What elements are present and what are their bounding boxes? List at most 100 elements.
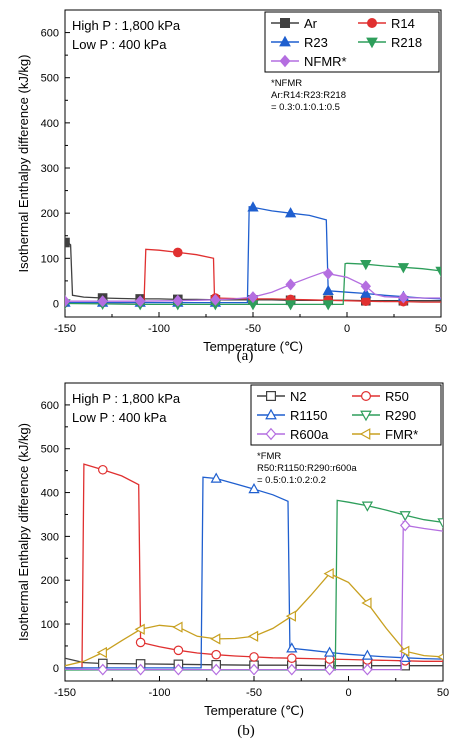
series-line (65, 206, 441, 304)
data-point (211, 649, 221, 660)
series-nfmr (65, 267, 441, 308)
data-point (210, 472, 222, 483)
data-point (285, 610, 296, 622)
y-tick-label: 300 (41, 531, 59, 543)
legend-label: R1150 (290, 408, 327, 423)
data-point (322, 300, 334, 311)
y-tick-label: 500 (41, 444, 59, 456)
data-point (97, 663, 109, 676)
data-point (360, 280, 372, 293)
legend-marker (265, 408, 277, 420)
x-axis-title: Temperature (℃) (204, 703, 304, 718)
y-tick-label: 0 (53, 663, 59, 675)
data-point (247, 201, 259, 212)
series-line (65, 499, 443, 671)
data-point (436, 653, 443, 661)
data-point (247, 291, 259, 304)
y-tick-label: 600 (41, 28, 59, 40)
legend: N2 R50 R1150 R290 R600a FMR* (250, 384, 442, 446)
series-line (65, 572, 443, 667)
data-point (284, 300, 297, 311)
data-point (399, 519, 411, 532)
data-point (437, 518, 443, 529)
y-tick-label: 200 (41, 575, 59, 587)
x-tick-label: -150 (54, 687, 76, 699)
composition-note: R50:R1150:R290:r600a (257, 463, 357, 474)
legend-marker (360, 410, 372, 422)
composition-note: *FMR (257, 451, 281, 462)
data-point (285, 278, 296, 291)
y-tick-label: 0 (53, 298, 59, 310)
legend-label: R14 (391, 16, 415, 31)
condition-text: Low P : 400 kPa (72, 410, 167, 425)
legend-marker (279, 35, 291, 47)
y-axis-title: Isothermal Enthalpy difference (kJ/kg) (16, 423, 31, 641)
data-point (360, 287, 372, 298)
legend: Ar R14 R23 R218 NFMR* (264, 11, 440, 73)
data-point (249, 652, 259, 662)
data-point (210, 663, 222, 676)
data-point (361, 597, 372, 609)
x-axis-title: Temperature (℃) (203, 339, 303, 354)
data-point (247, 630, 259, 642)
data-point (362, 663, 373, 676)
legend-label: Ar (304, 16, 318, 31)
data-point (97, 295, 108, 308)
y-axis-title: Isothermal Enthalpy difference (kJ/kg) (16, 55, 31, 273)
y-tick-label: 300 (41, 163, 59, 175)
panel-label: (b) (237, 723, 255, 739)
condition-text: Low P : 400 kPa (72, 37, 167, 52)
data-point (360, 296, 371, 306)
legend-label: FMR* (385, 427, 418, 442)
data-point (98, 464, 108, 475)
y-tick-label: 200 (41, 208, 59, 220)
data-point (399, 651, 411, 662)
composition-note: = 0.5:0.1:0.2:0.2 (257, 475, 326, 486)
series-line (65, 262, 441, 306)
data-point (322, 284, 334, 295)
data-point (173, 663, 184, 676)
data-point (248, 663, 260, 676)
condition-text: High P : 1,800 kPa (72, 391, 181, 406)
panel-label: (a) (237, 348, 254, 364)
data-point (324, 663, 335, 676)
data-point (361, 649, 374, 660)
data-point (135, 637, 146, 648)
data-point (361, 501, 374, 512)
data-point (210, 293, 221, 306)
legend-marker (266, 391, 277, 402)
data-point (323, 646, 336, 657)
series-r1150 (65, 472, 443, 669)
legend-label: R600a (290, 427, 329, 442)
condition-text: High P : 1,800 kPa (72, 18, 181, 33)
data-point (172, 621, 183, 633)
series-line (65, 520, 443, 671)
data-point (135, 663, 146, 676)
data-point (322, 267, 334, 280)
x-tick-label: -50 (246, 687, 262, 699)
y-tick-label: 400 (41, 488, 59, 500)
plot-area (65, 463, 443, 676)
data-point (399, 645, 410, 657)
y-tick-label: 100 (41, 619, 59, 631)
chart-panel-b: -150 -100 -50 0 500100200300400500600Tempera… (16, 382, 449, 739)
y-tick-label: 100 (41, 253, 59, 265)
data-point (173, 247, 183, 258)
y-tick-label: 500 (41, 73, 59, 85)
legend-marker (361, 391, 372, 402)
data-point (134, 623, 145, 635)
data-point (397, 263, 410, 274)
legend-marker (280, 18, 291, 29)
plot-area (65, 201, 441, 311)
composition-note: Ar:R14:R23:R218 (271, 90, 346, 101)
legend-marker (367, 18, 378, 29)
series-r600a (65, 519, 443, 676)
data-point (360, 260, 372, 271)
legend-label: NFMR* (304, 54, 347, 69)
x-tick-label: -100 (148, 687, 170, 699)
composition-note: *NFMR (271, 78, 302, 89)
series-r23 (65, 201, 441, 307)
legend-label: N2 (290, 389, 307, 404)
legend-label: R50 (385, 389, 409, 404)
